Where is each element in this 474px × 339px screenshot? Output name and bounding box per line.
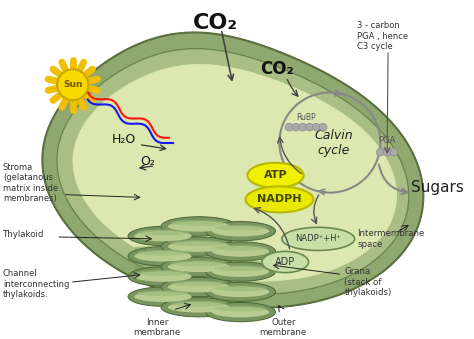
Ellipse shape	[212, 266, 269, 277]
Polygon shape	[57, 48, 409, 294]
Ellipse shape	[206, 242, 275, 261]
Ellipse shape	[171, 281, 227, 286]
Text: Channel
interconnecting
thylakoids.: Channel interconnecting thylakoids.	[3, 269, 69, 299]
Text: 3 - carbon
PGA , hence
C3 cycle: 3 - carbon PGA , hence C3 cycle	[357, 21, 408, 51]
Text: CO₂: CO₂	[193, 14, 238, 34]
Ellipse shape	[214, 265, 267, 271]
Ellipse shape	[168, 221, 230, 232]
Text: NADPH: NADPH	[257, 194, 301, 204]
Ellipse shape	[206, 222, 275, 241]
Ellipse shape	[171, 260, 227, 266]
Ellipse shape	[214, 285, 267, 291]
Ellipse shape	[134, 271, 191, 282]
Ellipse shape	[282, 227, 355, 251]
Ellipse shape	[212, 286, 269, 297]
Ellipse shape	[206, 302, 275, 322]
Text: Outer
membrane: Outer membrane	[260, 318, 307, 337]
Text: Grana
(stack of
thylakoids): Grana (stack of thylakoids)	[345, 267, 392, 297]
Text: H₂O: H₂O	[112, 133, 137, 146]
Circle shape	[306, 123, 313, 131]
Polygon shape	[42, 33, 423, 308]
Ellipse shape	[161, 298, 237, 317]
Text: ATP: ATP	[264, 170, 287, 180]
FancyBboxPatch shape	[135, 261, 273, 271]
Text: Calvin
cycle: Calvin cycle	[314, 128, 353, 157]
Ellipse shape	[214, 225, 267, 231]
Text: RuBP: RuBP	[296, 113, 315, 122]
Text: PGA: PGA	[378, 136, 396, 145]
FancyBboxPatch shape	[135, 246, 273, 256]
Ellipse shape	[134, 251, 191, 261]
Circle shape	[319, 123, 327, 131]
Ellipse shape	[168, 261, 230, 272]
Text: Sugars: Sugars	[411, 180, 464, 195]
Circle shape	[292, 123, 300, 131]
Circle shape	[312, 123, 320, 131]
Text: Thylakoid: Thylakoid	[3, 230, 44, 239]
Ellipse shape	[212, 226, 269, 237]
Ellipse shape	[168, 241, 230, 252]
Ellipse shape	[137, 290, 189, 296]
Circle shape	[383, 148, 391, 156]
Ellipse shape	[168, 302, 230, 313]
Ellipse shape	[128, 287, 198, 306]
Ellipse shape	[161, 237, 237, 256]
Text: ADP: ADP	[275, 257, 295, 267]
Text: Sun: Sun	[63, 80, 82, 89]
Circle shape	[285, 123, 293, 131]
Ellipse shape	[212, 246, 269, 257]
Circle shape	[390, 148, 398, 156]
Ellipse shape	[161, 257, 237, 276]
Ellipse shape	[206, 282, 275, 301]
Ellipse shape	[246, 186, 313, 213]
Text: Intermembrane
space: Intermembrane space	[357, 229, 424, 248]
Ellipse shape	[161, 277, 237, 297]
Ellipse shape	[247, 163, 304, 188]
Text: NADP⁺+H⁺: NADP⁺+H⁺	[295, 234, 341, 243]
Text: O₂: O₂	[140, 155, 155, 168]
Ellipse shape	[134, 292, 191, 302]
Ellipse shape	[161, 217, 237, 236]
Ellipse shape	[134, 231, 191, 241]
Ellipse shape	[128, 246, 198, 266]
Polygon shape	[73, 65, 396, 281]
Ellipse shape	[212, 307, 269, 317]
Circle shape	[376, 148, 384, 156]
Ellipse shape	[171, 220, 227, 226]
Ellipse shape	[171, 301, 227, 307]
Ellipse shape	[137, 250, 189, 256]
Ellipse shape	[168, 282, 230, 292]
Text: Inner
membrane: Inner membrane	[134, 318, 181, 337]
Text: CO₂: CO₂	[261, 60, 294, 78]
Ellipse shape	[137, 270, 189, 276]
Ellipse shape	[206, 262, 275, 281]
Ellipse shape	[214, 245, 267, 251]
Circle shape	[299, 123, 307, 131]
Ellipse shape	[214, 306, 267, 312]
Ellipse shape	[137, 230, 189, 235]
Circle shape	[57, 69, 88, 100]
Ellipse shape	[128, 226, 198, 246]
Ellipse shape	[171, 240, 227, 246]
Ellipse shape	[262, 252, 309, 273]
Ellipse shape	[128, 267, 198, 286]
Text: Stroma
(gelatanous
matrix inside
membranes): Stroma (gelatanous matrix inside membran…	[3, 163, 58, 203]
